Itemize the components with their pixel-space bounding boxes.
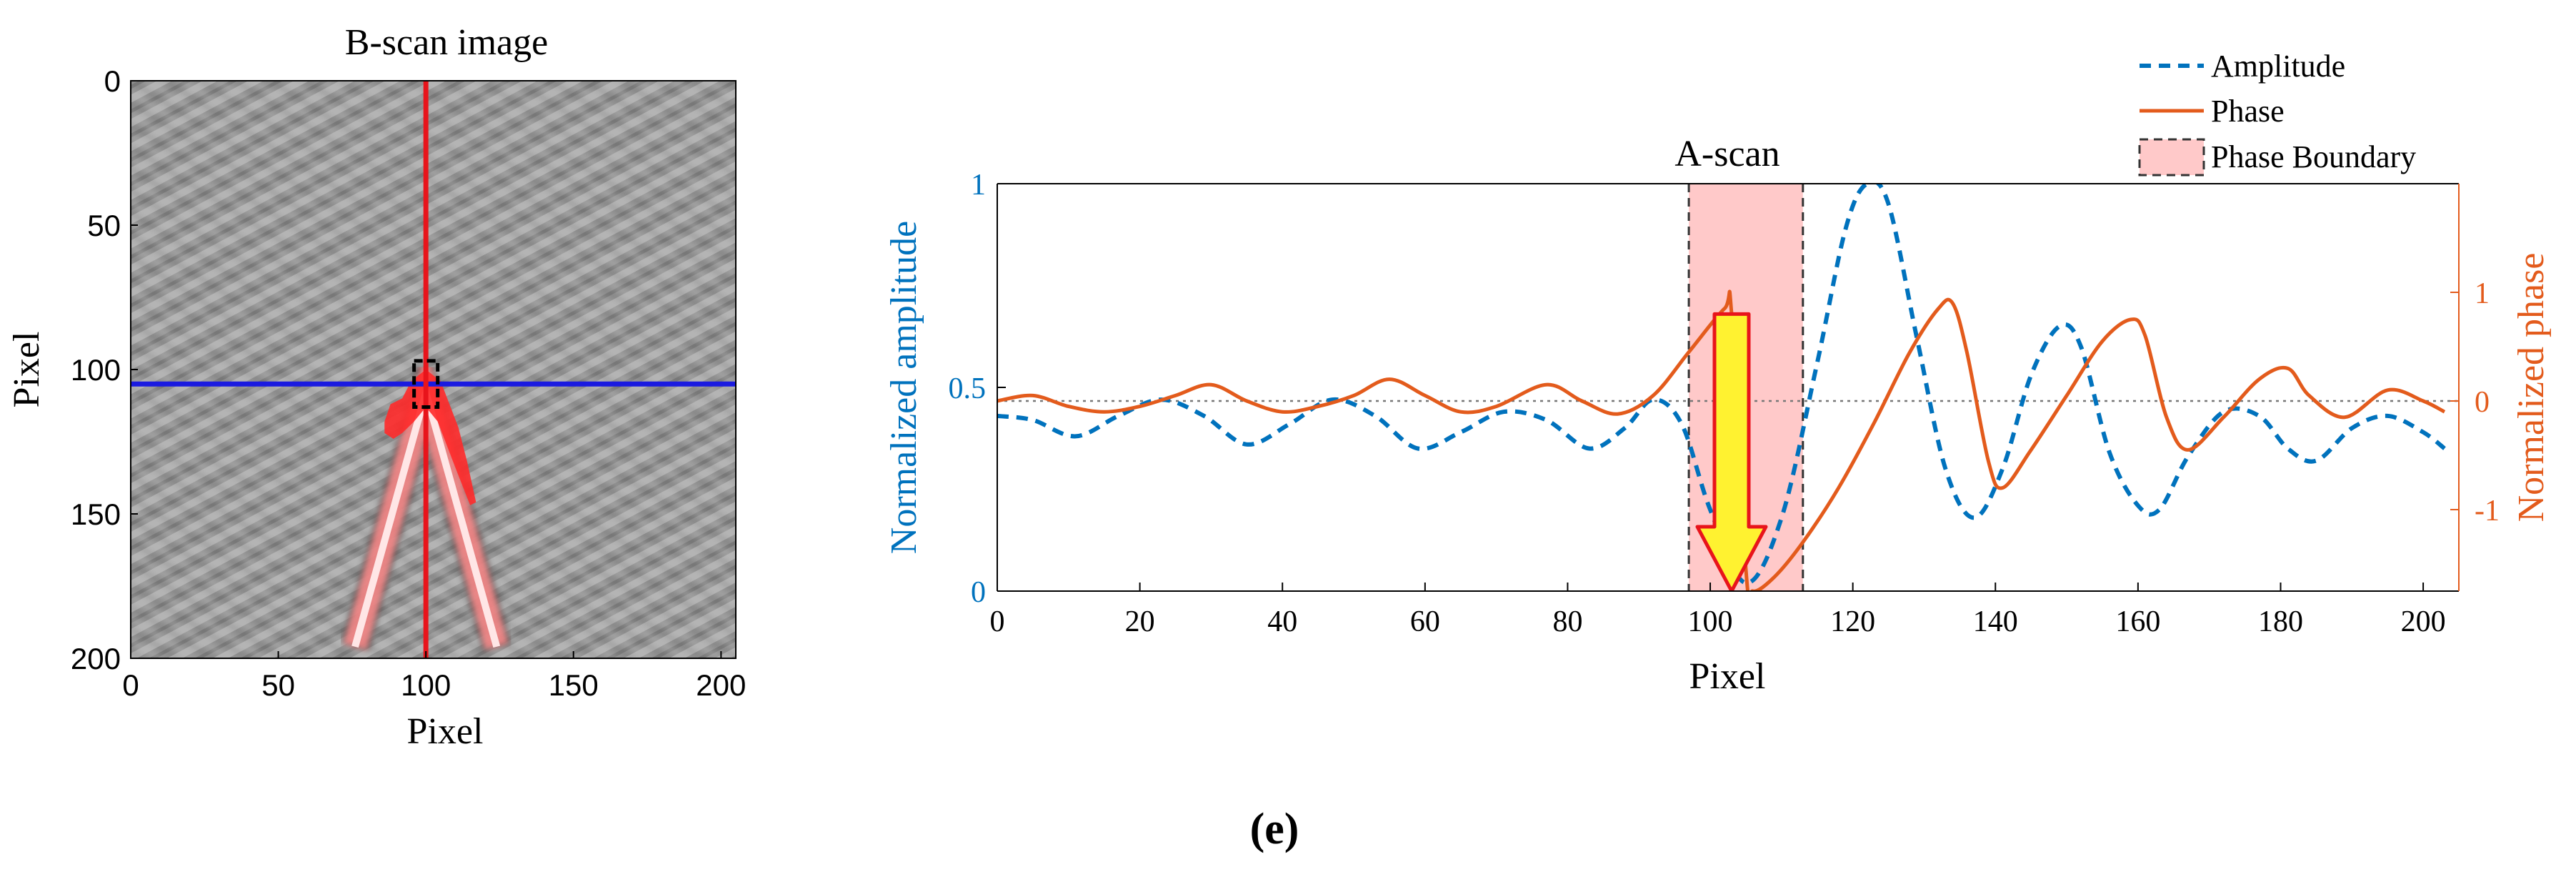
legend-amplitude-label: Amplitude [2211,49,2345,84]
bscan-x-tick-label: 200 [696,668,746,702]
ascan-x-tick-label: 200 [2401,605,2446,638]
ascan-y-tick-label: 0.5 [949,372,987,405]
bscan-chart: B-scan image 0 50 100 150 200 0 50 100 150 200 P… [6,22,746,752]
bscan-x-tick-label: 50 [261,668,295,702]
ascan-x-tick-label: 180 [2258,605,2303,638]
ascan-y-tick-label: 0 [971,576,986,609]
ascan-y-tick-label: 1 [971,169,986,202]
bscan-y-tick-label: 200 [71,642,121,675]
bscan-x-tick-label: 150 [549,668,599,702]
bscan-x-tick-label: 100 [401,668,451,702]
bscan-x-tick-label: 0 [122,668,139,702]
legend-boundary-label: Phase Boundary [2211,139,2416,174]
bscan-title: B-scan image [345,22,548,63]
ascan-x-tick-label: 60 [1410,605,1440,638]
ascan-x-tick-label: 80 [1552,605,1582,638]
ascan-x-tick-label: 40 [1267,605,1297,638]
ascan-y2-ticks: -1 0 1 [2450,277,2500,527]
bscan-y-ticks: 0 50 100 150 200 [71,64,138,675]
ascan-chart: A-scan 0 20 40 60 80 100 120 140 160 180 200 00.51… [884,49,2552,697]
ascan-x-tick-label: 20 [1125,605,1155,638]
bscan-y-tick-label: 150 [71,497,121,531]
ascan-x-tick-label: 120 [1830,605,1875,638]
ascan-y2-tick-label: -1 [2475,495,2500,527]
red-reflection-blob [384,370,476,505]
ascan-y-ticks: 00.51 [949,169,1006,609]
phase-jump-arrow [1695,312,1768,591]
legend-phase-label: Phase [2211,94,2285,129]
ascan-y-label: Normalized amplitude [884,221,924,554]
panel-label: (e) [1250,805,1299,853]
bscan-x-ticks: 0 50 100 150 200 [122,651,746,702]
ascan-x-ticks: 0 20 40 60 80 100 120 140 160 180 200 [990,583,2446,638]
bscan-y-tick-label: 50 [87,209,121,242]
series-line-phase [997,289,2446,591]
ascan-y2-tick-label: 0 [2475,386,2490,419]
ascan-y2-tick-label: 1 [2475,277,2490,310]
ascan-title: A-scan [1674,134,1779,174]
boundary-box [412,359,440,410]
ascan-x-label: Pixel [1689,656,1766,697]
ascan-x-tick-label: 140 [1973,605,2018,638]
bscan-image [131,81,736,658]
bscan-x-label: Pixel [407,711,484,752]
ascan-y2-label: Normalized phase [2511,253,2552,522]
bscan-y-tick-label: 100 [71,353,121,387]
legend-boundary-swatch [2138,138,2205,177]
ascan-legend: Amplitude Phase Phase Boundary [2138,49,2416,177]
bscan-y-label: Pixel [6,332,47,408]
ascan-x-tick-label: 100 [1688,605,1733,638]
bscan-y-tick-label: 0 [104,64,121,98]
series-line-amplitude [997,184,2446,585]
ascan-x-tick-label: 0 [990,605,1005,638]
ascan-x-tick-label: 160 [2115,605,2160,638]
